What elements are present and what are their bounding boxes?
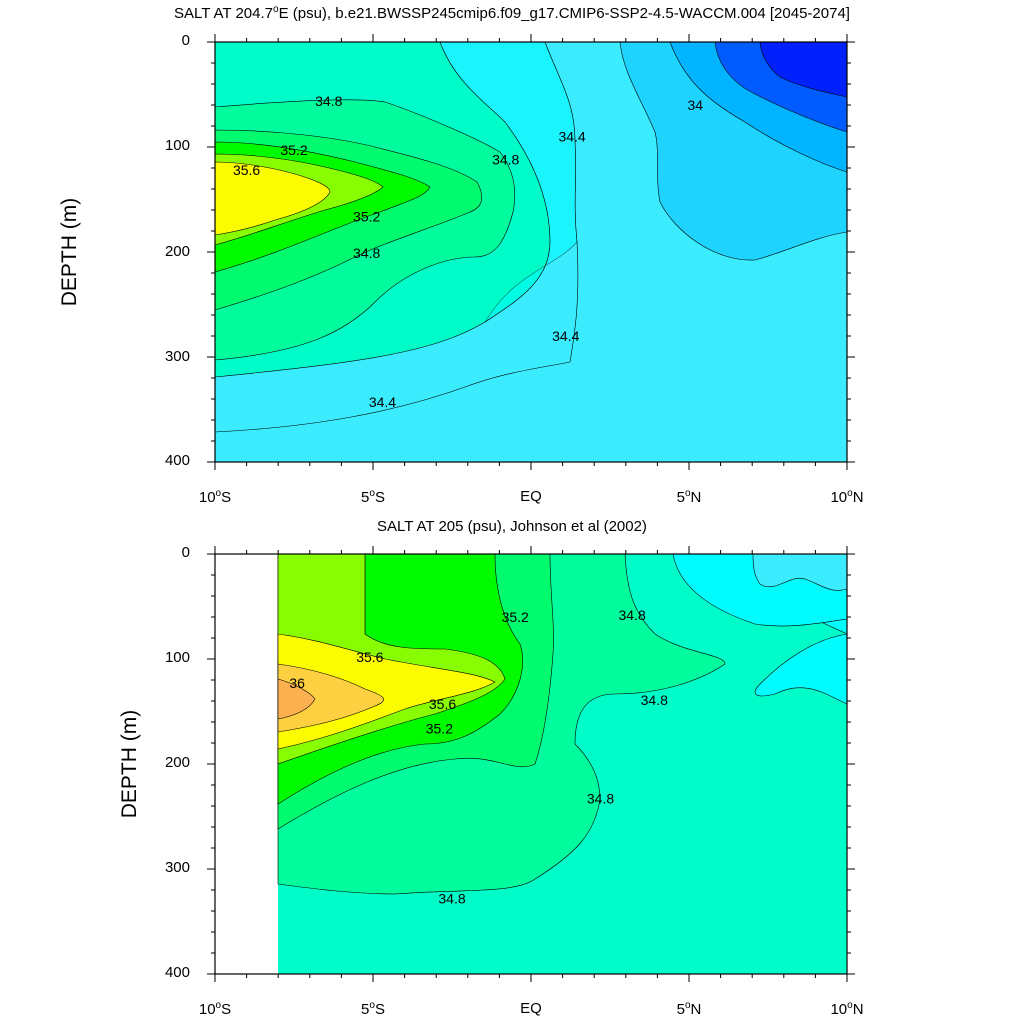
- bottom-chart-title: SALT AT 205 (psu), Johnson et al (2002): [377, 518, 647, 535]
- bottom-contour-plot: 35.2 34.8 35.6 36 35.6 35.2 34.8 34.8 34.8: [207, 546, 855, 982]
- top-title-main: SALT AT 204.7: [174, 5, 273, 22]
- contour-label: 34.8: [438, 890, 465, 906]
- bottom-missing-region: [215, 554, 278, 974]
- contour-label: 34.8: [641, 692, 668, 708]
- contour-label: 35.6: [429, 696, 456, 712]
- top-contour-labels: 34.8 35.2 35.6 35.2 34.8 34.8 34.4 34.4 34.4 34: [233, 93, 703, 410]
- contour-label: 35.6: [356, 649, 383, 665]
- bottom-x-tick-10s: 10oS: [198, 1000, 232, 1018]
- bottom-fill-36-0: [277, 678, 316, 720]
- contour-label: 34.8: [353, 245, 380, 261]
- top-title-degree: o: [273, 4, 279, 15]
- bottom-x-tick-5s: 5oS: [361, 1000, 385, 1018]
- bottom-contour-labels: 35.2 34.8 35.6 36 35.6 35.2 34.8 34.8 34.8: [289, 607, 668, 907]
- contour-label: 35.2: [280, 142, 307, 158]
- contour-label: 34.8: [492, 152, 519, 168]
- bottom-y-tick-200: 200: [164, 754, 190, 771]
- contour-label: 34.8: [618, 607, 645, 623]
- contour-label: 35.2: [353, 208, 380, 224]
- top-title-rest: E (psu), b.e21.BWSSP245cmip6.f09_g17.CMI…: [278, 5, 850, 22]
- contour-label: 34.4: [552, 328, 579, 344]
- bottom-y-tick-0: 0: [181, 544, 190, 561]
- bottom-x-tick-eq: EQ: [520, 1000, 542, 1017]
- contour-label: 34.4: [558, 129, 585, 145]
- top-fill-34-6-strip: [439, 41, 578, 323]
- top-y-tick-400: 400: [164, 452, 190, 469]
- contour-label: 34: [688, 97, 704, 113]
- top-contour-plot: 34.8 35.2 35.6 35.2 34.8 34.8 34.4 34.4 34.4 34: [207, 34, 855, 470]
- top-y-tick-200: 200: [164, 243, 190, 260]
- top-x-tick-5s: 5oS: [361, 488, 385, 506]
- contour-label: 35.6: [233, 162, 260, 178]
- top-chart-title: SALT AT 204.7oE (psu), b.e21.BWSSP245cmi…: [0, 4, 1024, 22]
- contour-label: 36: [289, 675, 305, 691]
- top-x-tick-5n: 5oN: [676, 488, 702, 506]
- top-fill-35-6: [214, 161, 331, 236]
- top-x-tick-10n: 10oN: [830, 488, 864, 506]
- top-fill-33-6: [759, 41, 848, 98]
- bottom-y-tick-300: 300: [164, 859, 190, 876]
- bottom-y-tick-400: 400: [164, 964, 190, 981]
- top-y-tick-100: 100: [164, 137, 190, 154]
- top-y-tick-0: 0: [181, 32, 190, 49]
- contour-label: 35.2: [502, 609, 529, 625]
- top-x-tick-10s: 10oS: [198, 488, 232, 506]
- contour-label: 35.2: [426, 720, 453, 736]
- top-y-tick-300: 300: [164, 348, 190, 365]
- bottom-fill-34-4: [752, 553, 848, 591]
- top-x-tick-eq: EQ: [520, 488, 542, 505]
- bottom-y-axis-label: DEPTH (m): [118, 709, 141, 819]
- contour-label: 34.8: [587, 791, 614, 807]
- bottom-fill-35-8: [277, 663, 385, 733]
- bottom-y-tick-100: 100: [164, 649, 190, 666]
- top-y-axis-label: DEPTH (m): [58, 197, 81, 307]
- contour-label: 34.8: [315, 93, 342, 109]
- contour-label: 34.4: [369, 394, 396, 410]
- bottom-x-tick-5n: 5oN: [676, 1000, 702, 1018]
- bottom-x-tick-10n: 10oN: [830, 1000, 864, 1018]
